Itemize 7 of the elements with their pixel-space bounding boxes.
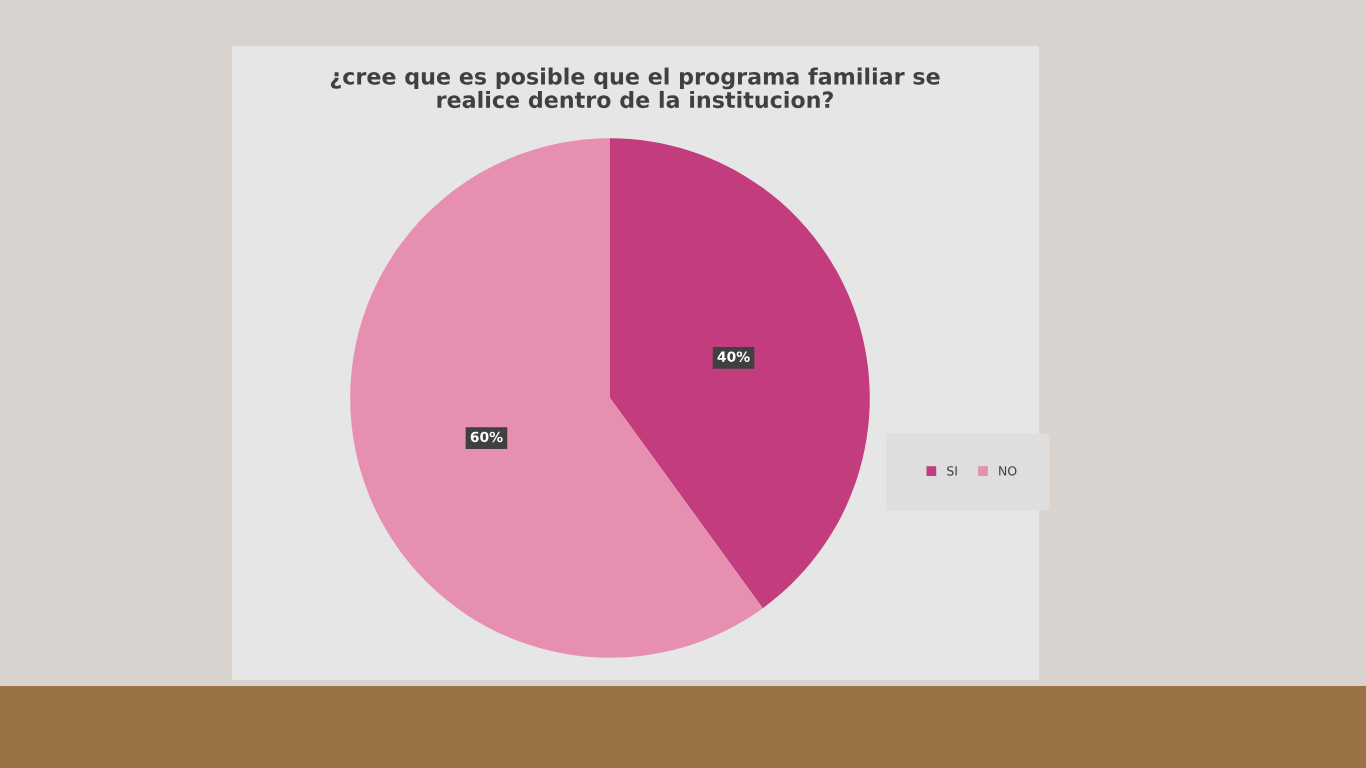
- chart-title: ¿cree que es posible que el programa familiar se realice dentro de la institucion?: [330, 67, 940, 109]
- data-label: 60%: [470, 431, 503, 443]
- legend-label: NO: [999, 466, 1017, 476]
- data-label: 40%: [717, 351, 750, 362]
- legend-label: SI: [947, 466, 957, 476]
- pie-slice: [350, 138, 763, 658]
- pie-slice: [610, 138, 870, 609]
